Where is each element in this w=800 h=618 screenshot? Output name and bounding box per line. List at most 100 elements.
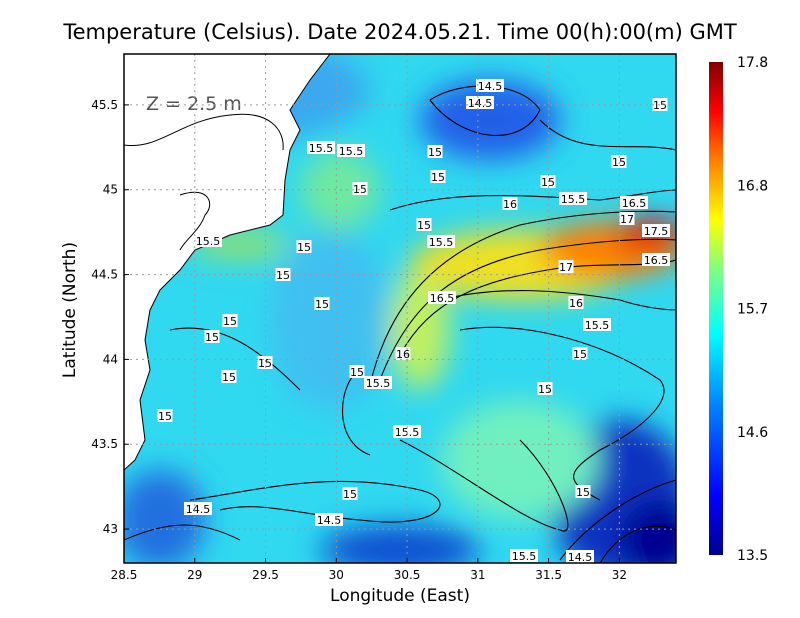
x-axis-label: Longitude (East) — [330, 586, 470, 606]
x-tick-label: 31 — [470, 568, 485, 582]
contour-label: 14.5 — [566, 550, 594, 564]
coastline — [124, 113, 284, 151]
svg-text:14.5: 14.5 — [568, 551, 593, 564]
chart-title: Temperature (Celsius). Date 2024.05.21. … — [63, 20, 737, 44]
plot-frame — [123, 53, 677, 564]
contour-label: 15.5 — [337, 144, 365, 158]
contour-label: 15.5 — [194, 234, 222, 248]
contour-label: 16 — [395, 347, 411, 361]
x-tick-label: 28.5 — [111, 568, 138, 582]
y-tick-label: 43.5 — [91, 437, 118, 451]
svg-text:15: 15 — [428, 146, 442, 159]
svg-text:15: 15 — [541, 176, 555, 189]
svg-text:17: 17 — [559, 261, 573, 274]
svg-text:15: 15 — [258, 357, 272, 370]
svg-text:15: 15 — [223, 315, 237, 328]
y-tick-label: 44 — [103, 352, 118, 366]
contour-label: 15 — [314, 297, 330, 311]
depth-annotation: Z = 2.5 m — [146, 93, 242, 115]
coastline — [179, 191, 211, 251]
svg-text:15: 15 — [417, 219, 431, 232]
svg-text:16: 16 — [503, 198, 517, 211]
svg-text:16.5: 16.5 — [430, 292, 455, 305]
svg-text:16: 16 — [569, 297, 583, 310]
colorbar — [709, 62, 723, 555]
svg-text:15: 15 — [576, 486, 590, 499]
svg-text:15: 15 — [315, 298, 329, 311]
contour-label: 15 — [222, 314, 238, 328]
colorbar-tick-label: 13.5 — [737, 548, 768, 564]
contour-label: 14.5 — [315, 513, 343, 527]
svg-text:15.5: 15.5 — [585, 319, 610, 332]
colorbar-tick-label: 15.7 — [737, 302, 768, 318]
contour-label: 15.5 — [307, 141, 335, 155]
contour-label: 15.5 — [583, 318, 611, 332]
svg-text:15: 15 — [343, 488, 357, 501]
grid-lines — [124, 54, 676, 563]
svg-text:15: 15 — [350, 366, 364, 379]
contour-label: 15.5 — [510, 549, 538, 563]
svg-text:16: 16 — [396, 348, 410, 361]
svg-text:15.5: 15.5 — [561, 193, 586, 206]
contour-label: 17 — [558, 260, 574, 274]
contour-label: 15 — [342, 487, 358, 501]
contour-label: 15.5 — [427, 235, 455, 249]
x-axis: 28.5 29 29.5 30 30.5 31 31.5 32 — [111, 558, 627, 582]
contour-label: 15 — [537, 382, 553, 396]
contour-label: 15 — [416, 218, 432, 232]
contour-label: 16 — [568, 296, 584, 310]
x-tick-label: 30 — [329, 568, 344, 582]
contour-label: 15 — [257, 356, 273, 370]
contour-label: 16.5 — [620, 196, 648, 210]
svg-text:15.5: 15.5 — [366, 377, 391, 390]
x-tick-label: 30.5 — [394, 568, 421, 582]
x-tick-label: 29 — [187, 568, 202, 582]
svg-text:15: 15 — [573, 348, 587, 361]
svg-text:15.5: 15.5 — [196, 235, 221, 248]
colorbar-tick-label: 17.8 — [737, 55, 768, 71]
contour-label: 16 — [502, 197, 518, 211]
contour-label: 15 — [575, 485, 591, 499]
svg-text:15.5: 15.5 — [429, 236, 454, 249]
svg-text:15: 15 — [431, 171, 445, 184]
svg-text:15.5: 15.5 — [339, 145, 364, 158]
contour-label: 15.5 — [559, 192, 587, 206]
y-tick-label: 45.5 — [91, 98, 118, 112]
colorbar-tick-label: 14.6 — [737, 425, 768, 441]
contour-label: 15 — [430, 170, 446, 184]
svg-text:17.5: 17.5 — [644, 225, 669, 238]
svg-text:14.5: 14.5 — [478, 80, 503, 93]
x-tick-label: 31.5 — [535, 568, 562, 582]
land-mask — [124, 54, 331, 471]
contour-label: 14.5 — [466, 96, 494, 110]
contour-label: 17 — [619, 212, 635, 226]
svg-text:15: 15 — [205, 331, 219, 344]
contour-label: 15 — [157, 409, 173, 423]
contour-label: 14.5 — [184, 502, 212, 516]
contour-label: 15 — [349, 365, 365, 379]
svg-text:14.5: 14.5 — [317, 514, 342, 527]
contour-label: 15 — [221, 370, 237, 384]
svg-text:15.5: 15.5 — [512, 550, 537, 563]
svg-text:15: 15 — [297, 241, 311, 254]
contour-label: 15 — [572, 347, 588, 361]
svg-text:15.5: 15.5 — [309, 142, 334, 155]
colorbar-ticks: 17.8 16.8 15.7 14.6 13.5 — [737, 55, 768, 564]
y-tick-label: 45 — [103, 183, 118, 197]
y-tick-label: 43 — [103, 522, 118, 536]
svg-text:16.5: 16.5 — [622, 197, 647, 210]
x-tick-label: 29.5 — [252, 568, 279, 582]
svg-text:16.5: 16.5 — [644, 254, 669, 267]
contour-label: 16.5 — [428, 291, 456, 305]
y-axis-label: Latitude (North) — [60, 241, 80, 379]
colorbar-tick-label: 16.8 — [737, 178, 768, 194]
x-tick-label: 32 — [612, 568, 627, 582]
contour-label: 15 — [275, 268, 291, 282]
svg-text:15: 15 — [276, 269, 290, 282]
y-axis: 45.5 45 44.5 44 43.5 43 — [91, 98, 129, 536]
temperature-field: 14.514.51515.515.5151515151515.51616.515… — [124, 54, 676, 564]
svg-text:15: 15 — [653, 99, 667, 112]
contour-label: 15 — [204, 330, 220, 344]
contour-label: 15 — [296, 240, 312, 254]
